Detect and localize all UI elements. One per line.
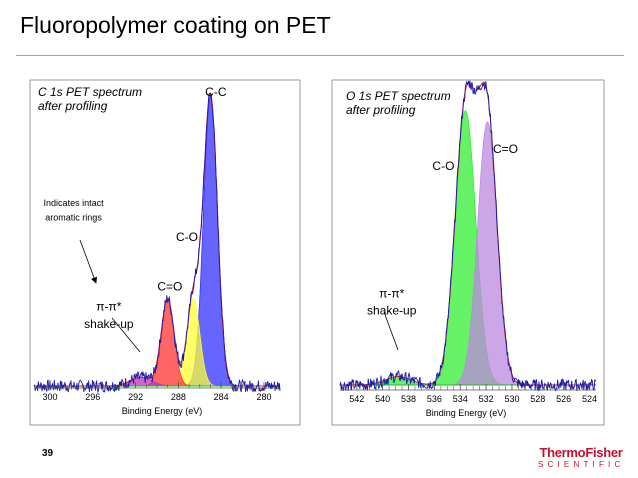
chart1-frame	[29, 79, 301, 426]
chart1-x-tick-label: 296	[85, 392, 100, 402]
chart2-title-line: O 1s PET spectrum	[346, 89, 451, 103]
logo-wordmark: ThermoFisher	[539, 445, 623, 460]
chart1-x-axis-title: Binding Energy (eV)	[122, 406, 203, 416]
chart2-x-tick-label: 532	[479, 394, 494, 404]
chart1-annotation: shake-up	[84, 317, 134, 331]
chart2-x-tick-label: 530	[504, 394, 519, 404]
chart1-shakeup-pointer	[111, 317, 141, 353]
chart2-shakeup-pointer	[383, 311, 399, 351]
chart2-x-tick-label: 540	[375, 394, 390, 404]
chart1-title-line: C 1s PET spectrum	[38, 85, 142, 99]
chart2-frame	[331, 79, 605, 426]
chart2-x-tick-label: 538	[401, 394, 416, 404]
chart1-annotation: C-O	[176, 230, 198, 244]
chart1-x-tick-label: 280	[256, 392, 271, 402]
chart1-title-line: after profiling	[38, 99, 108, 113]
slide-title: Fluoropolymer coating on PET	[20, 12, 331, 38]
chart1-measured-spectrum	[33, 92, 281, 394]
chart1-annotation: C-C	[205, 85, 227, 99]
title-divider	[16, 55, 624, 56]
logo-subline: SCIENTIFIC	[538, 460, 625, 469]
chart2-x-tick-label: 534	[453, 394, 468, 404]
chart2-x-tick-label: 536	[427, 394, 442, 404]
chart1-annotation: aromatic rings	[45, 213, 102, 223]
chart1-x-tick-label: 292	[128, 392, 143, 402]
chart1-x-tick-label: 284	[214, 392, 229, 402]
chart2-x-tick-label: 542	[349, 394, 364, 404]
chart2-annotation: C-O	[432, 159, 454, 173]
chart2-annotation: π-π*	[379, 286, 405, 300]
chart1-x-tick-label: 300	[43, 392, 58, 402]
chart2-annotation: C=O	[493, 142, 518, 156]
thermofisher-logo: ThermoFisher SCIENTIFIC	[538, 446, 624, 472]
chart2-x-axis-title: Binding Energy (eV)	[426, 408, 507, 418]
chart2-annotation: shake-up	[367, 303, 417, 317]
chart1-annotation: C=O	[157, 279, 182, 293]
chart1-x-tick-label: 288	[171, 392, 186, 402]
chart1-annotation: π-π*	[96, 300, 122, 314]
chart2-x-tick-label: 526	[556, 394, 571, 404]
chart1-envelope-fit	[34, 92, 280, 387]
chart2-title-line: after profiling	[346, 103, 416, 117]
slide-number: 39	[42, 448, 54, 459]
chart2-x-tick-label: 524	[582, 394, 597, 404]
chart1-annotation: Indicates intact	[44, 198, 105, 208]
chart2-x-tick-label: 528	[530, 394, 545, 404]
chart1-aromatic-arrow	[79, 239, 98, 284]
